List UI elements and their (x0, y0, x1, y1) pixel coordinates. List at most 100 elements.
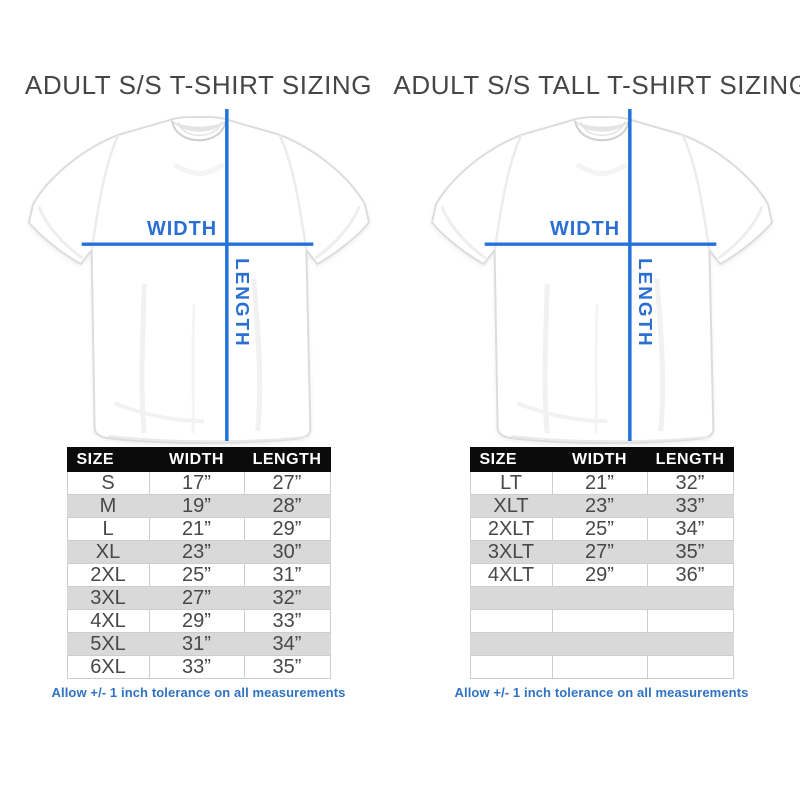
table-cell: 31” (243, 563, 331, 587)
table-cell: 29” (148, 609, 245, 633)
table-cell: S (66, 471, 150, 495)
width-label: WIDTH (147, 218, 217, 240)
tolerance-note: Allow +/- 1 inch tolerance on all measur… (454, 685, 749, 700)
table-cell (646, 655, 734, 679)
table-cell: 4XLT (469, 563, 553, 587)
table-cell: 36” (646, 563, 734, 587)
table-cell (646, 609, 734, 633)
table-row (469, 609, 734, 633)
column-header-width: WIDTH (148, 447, 245, 472)
table-cell: 3XL (66, 586, 150, 610)
table-cell (551, 632, 648, 656)
table-cell: 6XL (66, 655, 150, 679)
width-label: WIDTH (550, 218, 620, 240)
table-cell: 35” (243, 655, 331, 679)
table-cell: 25” (148, 563, 245, 587)
table-cell: 23” (148, 540, 245, 564)
tshirt-collar (572, 119, 631, 132)
table-cell: M (66, 494, 150, 518)
table-row: 2XLT 25” 34” (469, 517, 734, 541)
tshirt-body (27, 115, 370, 445)
table-row: S 17” 27” (66, 471, 331, 495)
table-cell: 32” (646, 471, 734, 495)
table-cell: 30” (243, 540, 331, 564)
table-cell: 33” (243, 609, 331, 633)
table-cell: 2XLT (469, 517, 553, 541)
tshirt-diagram: WIDTH LENGTH (24, 105, 374, 445)
table-row: 4XLT 29” 36” (469, 563, 734, 587)
table-row: XLT 23” 33” (469, 494, 734, 518)
table-cell (646, 586, 734, 610)
table-cell: 2XL (66, 563, 150, 587)
table-row: M 19” 28” (66, 494, 331, 518)
column-header-size: SIZE (469, 447, 553, 472)
tolerance-note: Allow +/- 1 inch tolerance on all measur… (51, 685, 346, 700)
panel-adult-ss-tall: ADULT S/S TALL T-SHIRT SIZING WIDTH (393, 0, 800, 700)
table-cell (469, 632, 553, 656)
table-row: LT 21” 32” (469, 471, 734, 495)
table-cell (646, 632, 734, 656)
table-cell: 27” (551, 540, 648, 564)
table-cell: XLT (469, 494, 553, 518)
table-header-row: SIZE WIDTH LENGTH (469, 447, 734, 472)
table-row: L 21” 29” (66, 517, 331, 541)
tshirt-illustration: WIDTH LENGTH (430, 108, 773, 445)
table-row: 4XL 29” 33” (66, 609, 331, 633)
table-cell: 34” (646, 517, 734, 541)
table-cell: 25” (551, 517, 648, 541)
table-cell: 3XLT (469, 540, 553, 564)
table-cell: 27” (243, 471, 331, 495)
tshirt-body (430, 115, 773, 445)
table-cell: 28” (243, 494, 331, 518)
table-cell: 29” (243, 517, 331, 541)
table-cell: L (66, 517, 150, 541)
table-cell: 21” (551, 471, 648, 495)
table-cell: 17” (148, 471, 245, 495)
table-row: 5XL 31” 34” (66, 632, 331, 656)
table-row: 3XLT 27” 35” (469, 540, 734, 564)
panel-title: ADULT S/S T-SHIRT SIZING (24, 70, 373, 100)
table-cell: XL (66, 540, 150, 564)
table-header-row: SIZE WIDTH LENGTH (66, 447, 331, 472)
table-row (469, 586, 734, 610)
column-header-size: SIZE (66, 447, 150, 472)
table-cell (469, 609, 553, 633)
table-cell: 4XL (66, 609, 150, 633)
table-cell: 32” (243, 586, 331, 610)
table-cell (551, 609, 648, 633)
table-cell (551, 586, 648, 610)
column-header-width: WIDTH (551, 447, 648, 472)
tshirt-diagram: WIDTH LENGTH (427, 105, 777, 445)
table-cell: LT (469, 471, 553, 495)
table-cell (469, 655, 553, 679)
table-cell: 33” (148, 655, 245, 679)
table-cell: 33” (646, 494, 734, 518)
size-table-regular: SIZE WIDTH LENGTH S 17” 27” M 19” 28” L 21” 29” XL 2… (66, 447, 331, 679)
table-cell: 34” (243, 632, 331, 656)
table-cell: 19” (148, 494, 245, 518)
table-cell: 27” (148, 586, 245, 610)
table-cell (469, 586, 553, 610)
table-cell: 31” (148, 632, 245, 656)
column-header-length: LENGTH (646, 447, 734, 472)
size-chart-page: ADULT S/S T-SHIRT SIZING (2, 0, 800, 700)
table-row (469, 632, 734, 656)
table-row: 6XL 33” 35” (66, 655, 331, 679)
tshirt-collar (169, 119, 228, 132)
table-row (469, 655, 734, 679)
table-row: 3XL 27” 32” (66, 586, 331, 610)
table-cell: 23” (551, 494, 648, 518)
table-cell: 35” (646, 540, 734, 564)
table-cell: 21” (148, 517, 245, 541)
size-table-tall: SIZE WIDTH LENGTH LT 21” 32” XLT 23” 33” 2XLT 25”… (469, 447, 734, 679)
table-cell (551, 655, 648, 679)
panel-title: ADULT S/S TALL T-SHIRT SIZING (393, 70, 800, 100)
length-label: LENGTH (230, 258, 251, 348)
table-row: 2XL 25” 31” (66, 563, 331, 587)
table-row: XL 23” 30” (66, 540, 331, 564)
tshirt-illustration: WIDTH LENGTH (27, 108, 370, 445)
panel-adult-ss: ADULT S/S T-SHIRT SIZING (2, 0, 395, 699)
table-cell: 5XL (66, 632, 150, 656)
length-label: LENGTH (633, 258, 654, 348)
column-header-length: LENGTH (243, 447, 331, 472)
